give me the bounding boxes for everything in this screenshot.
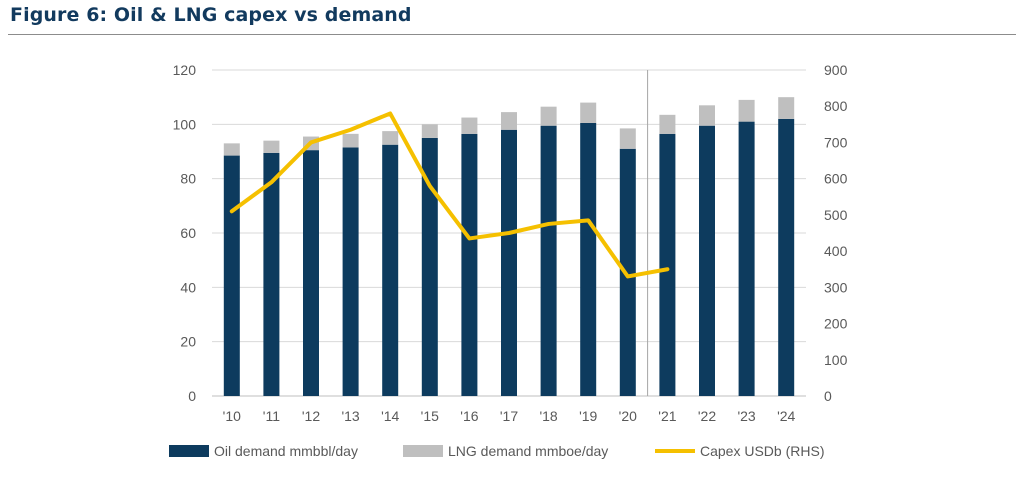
x-tick-label: '20 [619, 408, 637, 424]
bar-oil-demand [580, 122, 597, 396]
bar-oil-demand [501, 129, 517, 396]
right-axis-ticks: 0 100 200 300 400 500 600 700 800 900 [824, 62, 848, 404]
bar-lng-demand [382, 131, 399, 145]
left-tick-label: 0 [188, 388, 196, 404]
x-tick-label: '12 [302, 408, 320, 424]
bar-lng-demand [540, 106, 557, 126]
bar-oil-demand [778, 118, 795, 397]
legend-label: Capex USDb (RHS) [700, 443, 824, 459]
bar-lng-demand [778, 97, 795, 119]
x-tick-label: '16 [460, 408, 478, 424]
bar-oil-demand [738, 121, 755, 396]
bar-lng-demand [342, 133, 359, 148]
bar-oil-demand [461, 133, 478, 396]
left-tick-label: 100 [173, 116, 197, 132]
right-tick-label: 200 [824, 316, 848, 332]
bar-oil-demand [303, 150, 319, 396]
legend: Oil demand mmbbl/day LNG demand mmboe/day… [169, 443, 824, 459]
legend-label: LNG demand mmboe/day [448, 443, 608, 459]
x-tick-label: '13 [341, 408, 359, 424]
bar-lng-demand [461, 117, 478, 134]
bar-oil-demand [382, 144, 399, 396]
bars [223, 97, 795, 397]
capex-line-path [229, 111, 670, 279]
x-tick-label: '22 [698, 408, 716, 424]
bar-oil-demand [619, 148, 636, 396]
legend-swatch [169, 445, 209, 457]
x-tick-label: '14 [381, 408, 399, 424]
right-tick-label: 100 [824, 352, 848, 368]
left-tick-label: 60 [180, 225, 196, 241]
right-tick-label: 600 [824, 171, 848, 187]
x-tick-label: '24 [777, 408, 795, 424]
right-tick-label: 0 [824, 388, 832, 404]
x-tick-label: '21 [658, 408, 676, 424]
x-tick-label: '18 [539, 408, 557, 424]
right-tick-label: 300 [824, 279, 848, 295]
left-tick-label: 40 [180, 279, 196, 295]
right-tick-label: 900 [824, 62, 848, 78]
bar-lng-demand [580, 102, 597, 123]
x-tick-label: '10 [223, 408, 241, 424]
bar-lng-demand [619, 128, 636, 149]
capex-line [229, 111, 670, 279]
right-tick-label: 800 [824, 98, 848, 114]
bar-oil-demand [263, 152, 280, 396]
bar-oil-demand [699, 125, 715, 397]
left-tick-label: 80 [180, 171, 196, 187]
legend-swatch [403, 445, 443, 457]
bar-oil-demand [342, 147, 359, 396]
legend-label: Oil demand mmbbl/day [214, 443, 358, 459]
x-tick-label: '23 [737, 408, 755, 424]
bar-lng-demand [223, 143, 240, 156]
x-tick-label: '11 [263, 408, 280, 424]
bar-lng-demand [501, 112, 517, 130]
left-axis-ticks: 0 20 40 60 80 100 120 [173, 62, 197, 404]
bar-lng-demand [421, 124, 438, 138]
x-axis-labels: '10 '11 '12 '13 '14 '15 '16 '17 '18 '19 '20 '21 '22 '… [223, 408, 796, 424]
x-tick-label: '19 [579, 408, 597, 424]
right-tick-label: 700 [824, 134, 848, 150]
x-tick-label: '17 [500, 408, 518, 424]
bar-lng-demand [738, 99, 755, 122]
bar-lng-demand [699, 105, 715, 126]
bar-lng-demand [263, 140, 280, 153]
bar-oil-demand [540, 125, 557, 397]
title-rule [8, 34, 1016, 35]
bar-oil-demand [659, 133, 676, 396]
right-tick-label: 400 [824, 243, 848, 259]
right-tick-label: 500 [824, 207, 848, 223]
bar-lng-demand [659, 114, 676, 134]
bar-oil-demand [223, 155, 240, 396]
x-tick-label: '15 [421, 408, 439, 424]
figure-title: Figure 6: Oil & LNG capex vs demand [10, 4, 412, 26]
left-tick-label: 20 [180, 334, 196, 350]
bar-oil-demand [421, 137, 438, 396]
left-tick-label: 120 [173, 62, 197, 78]
